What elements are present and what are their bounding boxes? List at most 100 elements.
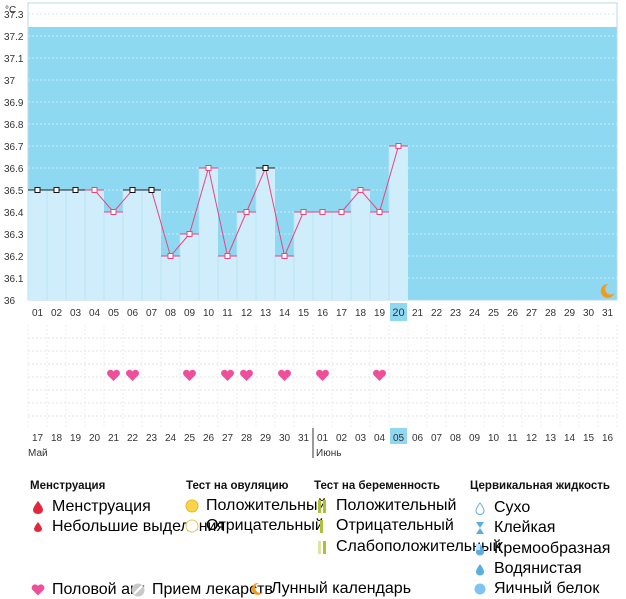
cycle-day-label: 27: [526, 308, 538, 319]
y-tick-label: 36.7: [4, 142, 24, 153]
bbt-chart: °C37.3 37.2 37.1 37 36.9 36.8 36.7 36.6 36.5 36.4…: [4, 2, 618, 459]
cycle-day-label: 18: [355, 308, 367, 319]
calendar-date-label: 26: [203, 433, 215, 444]
current-day-highlight: [390, 303, 407, 321]
legend-label: Кремообразная: [494, 540, 611, 557]
legend-item-intercourse: Половой акт: [30, 581, 144, 599]
cycle-day-label: 02: [51, 308, 63, 319]
cycle-day-label: 03: [70, 308, 82, 319]
calendar-date-label: 12: [526, 433, 538, 444]
weak-bar-icon: [314, 540, 330, 554]
double-bar-icon: [314, 499, 330, 513]
calendar-date-label: 02: [336, 433, 348, 444]
cycle-day-label: 13: [260, 308, 272, 319]
temperature-bar: [370, 212, 389, 300]
temperature-bar: [142, 190, 161, 300]
cycle-day-label: 01: [32, 308, 44, 319]
legend-item-pregnancy-weak: Слабоположительный: [314, 538, 501, 556]
cycle-day-label: 25: [488, 308, 500, 319]
calendar-date-label: 09: [469, 433, 481, 444]
temperature-point: [167, 253, 174, 259]
calendar-date-label: 27: [222, 433, 234, 444]
calendar-date-label: 07: [431, 433, 443, 444]
y-tick-label: 37.2: [4, 32, 24, 43]
temperature-bar: [275, 256, 294, 300]
heart-icon: [316, 369, 329, 381]
legend-item-sticky: Клейкая: [472, 519, 555, 537]
empty-circle-icon: [184, 519, 200, 533]
calendar-date-label: 03: [355, 433, 367, 444]
legend-label: Отрицательный: [336, 517, 454, 534]
temperature-point: [205, 165, 212, 171]
cycle-day-label: 04: [89, 308, 101, 319]
temperature-point: [72, 187, 79, 193]
cycle-day-label: 23: [450, 308, 462, 319]
legend-item-egg-white: Яичный белок: [472, 580, 599, 598]
cycle-day-label: 14: [279, 308, 291, 319]
water-drop-icon: [472, 562, 488, 576]
y-tick-label: 36: [4, 296, 16, 307]
y-tick-label: 36.6: [4, 164, 24, 175]
month-label: Июнь: [316, 448, 341, 459]
y-tick-label: 36.4: [4, 208, 24, 219]
temperature-point: [110, 209, 117, 215]
temperature-point: [91, 187, 98, 193]
calendar-date-label: 16: [602, 433, 614, 444]
cycle-day-label: 17: [336, 308, 348, 319]
temperature-bar: [28, 190, 47, 300]
calendar-date-label: 10: [488, 433, 500, 444]
temperature-bar: [104, 212, 123, 300]
temperature-point: [129, 187, 136, 193]
temperature-point: [281, 253, 288, 259]
legend-item-ovulation-positive: Положительный: [184, 497, 326, 515]
temperature-bar: [389, 146, 408, 300]
temperature-point: [262, 165, 269, 171]
temperature-bar: [123, 190, 142, 300]
temperature-point: [148, 187, 155, 193]
cycle-day-label: 16: [317, 308, 329, 319]
temperature-bar: [47, 190, 66, 300]
temperature-point: [319, 209, 326, 215]
calendar-date-label: 31: [298, 433, 310, 444]
legend-label: Водянистая: [494, 560, 582, 577]
cycle-day-label: 08: [165, 308, 177, 319]
calendar-date-label: 05: [393, 433, 405, 444]
calendar-date-label: 06: [412, 433, 424, 444]
small-drop-icon: [30, 520, 46, 534]
temperature-bar: [256, 168, 275, 300]
calendar-date-label: 24: [165, 433, 177, 444]
heart-icon: [373, 369, 386, 381]
cycle-day-label: 11: [222, 308, 233, 319]
temperature-point: [357, 187, 364, 193]
calendar-date-label: 29: [260, 433, 272, 444]
legend-label: Положительный: [206, 497, 327, 514]
calendar-date-label: 21: [108, 433, 120, 444]
temperature-bar: [313, 212, 332, 300]
y-tick-label: 37: [4, 76, 16, 87]
legend-label: Менструация: [52, 498, 151, 515]
cycle-day-label: 07: [146, 308, 158, 319]
heart-icon: [278, 369, 291, 381]
temperature-bar: [180, 234, 199, 300]
today-highlight: [390, 428, 407, 444]
cycle-day-label: 09: [184, 308, 196, 319]
temperature-bar: [199, 168, 218, 300]
cycle-day-label: 29: [564, 308, 576, 319]
temperature-bar: [294, 212, 313, 300]
legend-label: Отрицательный: [206, 517, 324, 534]
cycle-day-label: 21: [412, 308, 424, 319]
heart-icon: [183, 369, 196, 381]
blood-drop-icon: [30, 500, 46, 514]
legend-item-pregnancy-negative: Отрицательный: [314, 517, 454, 535]
legend-item-creamy: Кремообразная: [472, 540, 610, 558]
pill-icon: [130, 583, 146, 597]
temperature-point: [300, 209, 307, 215]
cycle-day-label: 12: [241, 308, 253, 319]
y-tick-label: 36.8: [4, 120, 24, 131]
legend-title-menstruation: Менструация: [30, 480, 106, 492]
calendar-date-label: 23: [146, 433, 158, 444]
crescent-moon-icon: [600, 283, 615, 298]
calendar-date-label: 13: [545, 433, 557, 444]
legend-label: Клейкая: [494, 519, 556, 536]
legend-item-spotting: Небольшие выделения: [30, 518, 225, 536]
